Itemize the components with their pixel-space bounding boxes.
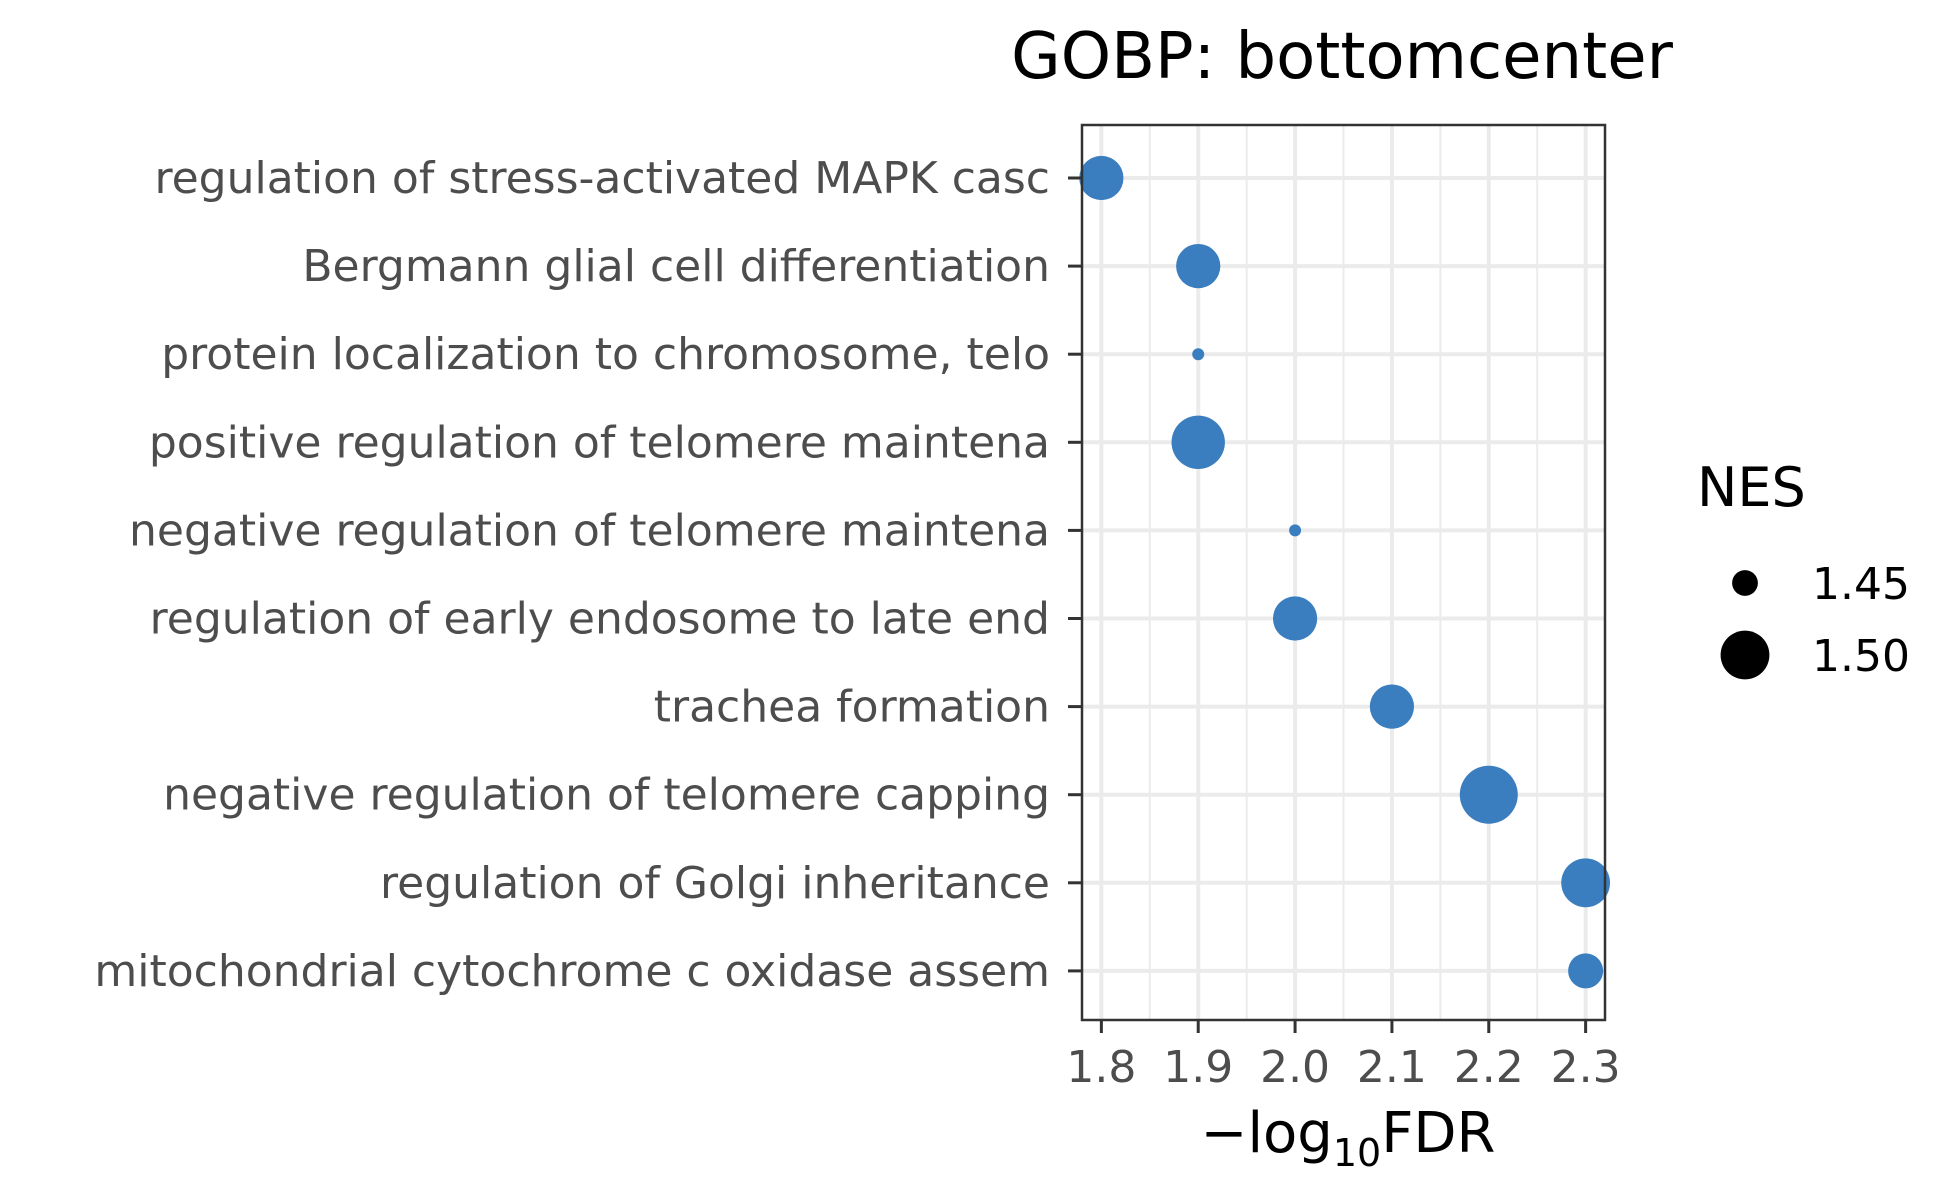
legend-key [1732,570,1758,596]
category-label: regulation of Golgi inheritance [380,858,1050,909]
category-label: protein localization to chromosome, telo [161,329,1050,380]
x-axis-title-prefix: −log [1201,1101,1333,1166]
data-point [1192,348,1205,361]
x-tick-label: 2.0 [1260,1042,1330,1093]
panel-border [1080,123,1607,1022]
category-label: regulation of stress-activated MAPK casc [154,153,1050,204]
category-label: regulation of early endosome to late end [150,594,1050,645]
x-tick-label: 2.1 [1357,1042,1427,1093]
x-axis-title-subscript: 10 [1333,1131,1381,1175]
data-point [1568,953,1604,989]
category-label: trachea formation [654,682,1050,733]
data-point [1272,596,1318,641]
data-point [1369,684,1415,729]
category-label: negative regulation of telomere capping [163,770,1050,821]
data-point [1171,415,1225,469]
category-label: mitochondrial cytochrome c oxidase assem [94,946,1050,997]
legend: NES 1.45 1.50 [1697,456,1910,682]
legend-label: 1.50 [1812,631,1910,682]
plot-panel [1079,123,1611,1022]
x-axis-ticks: 1.8 1.9 2.0 2.1 2.2 2.3 [1066,1020,1621,1093]
x-tick-label: 2.3 [1551,1042,1621,1093]
category-label: Bergmann glial cell differentiation [302,241,1050,292]
x-axis-title-suffix: FDR [1381,1101,1495,1166]
x-tick-label: 1.8 [1066,1042,1136,1093]
category-labels: regulation of stress-activated MAPK casc… [94,153,1082,997]
x-axis-title: −log10FDR [1201,1101,1496,1175]
data-point [1079,155,1124,201]
data-point [1561,858,1611,908]
x-tick-label: 1.9 [1163,1042,1233,1093]
chart-title: GOBP: bottomcenter [1011,20,1673,94]
x-tick-label: 2.2 [1454,1042,1524,1093]
legend-key [1720,630,1770,680]
category-label: negative regulation of telomere maintena [129,505,1050,556]
data-point [1289,524,1302,537]
legend-label: 1.45 [1812,559,1910,610]
data-point [1176,244,1221,289]
legend-title: NES [1697,456,1806,519]
category-label: positive regulation of telomere maintena [149,417,1050,468]
data-point [1459,765,1518,824]
